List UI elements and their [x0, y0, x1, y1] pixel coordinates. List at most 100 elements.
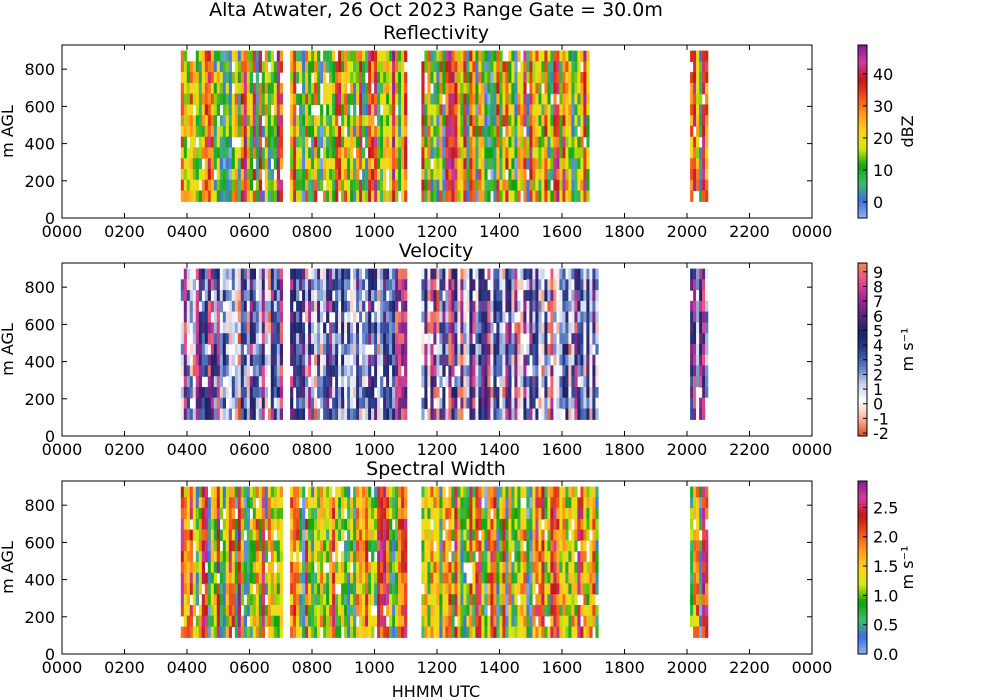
heatmap-cell — [335, 486, 339, 498]
heatmap-cell — [451, 268, 455, 280]
heatmap-cell — [460, 365, 464, 377]
heatmap-cell — [547, 72, 551, 84]
heatmap-cell — [335, 268, 339, 280]
heatmap-cell — [198, 408, 202, 420]
heatmap-cell — [314, 605, 318, 617]
heatmap-cell — [314, 147, 318, 159]
heatmap-cell — [201, 93, 205, 105]
heatmap-cell — [276, 387, 280, 399]
heatmap-cell — [314, 354, 318, 367]
heatmap-cell — [279, 300, 283, 313]
heatmap-cell — [377, 279, 381, 291]
heatmap-cell — [353, 365, 357, 377]
heatmap-cell — [299, 583, 303, 595]
heatmap-cell — [252, 125, 256, 138]
heatmap-cell — [514, 50, 518, 62]
heatmap-cell — [311, 594, 315, 606]
heatmap-cell — [574, 136, 578, 149]
heatmap-cell — [421, 125, 425, 138]
heatmap-cell — [574, 50, 578, 62]
heatmap-cell — [377, 540, 381, 552]
heatmap-cell — [526, 322, 530, 334]
heatmap-cell — [290, 125, 294, 138]
heatmap-cell — [532, 136, 536, 149]
heatmap-cell — [520, 333, 524, 345]
heatmap-cell — [371, 190, 375, 202]
heatmap-cell — [234, 268, 238, 280]
heatmap-cell — [228, 268, 232, 280]
heatmap-cell — [523, 311, 527, 323]
heatmap-cell — [380, 169, 384, 181]
heatmap-cell — [365, 50, 369, 62]
heatmap-cell — [424, 290, 428, 302]
heatmap-cell — [398, 169, 402, 181]
heatmap-cell — [228, 61, 232, 73]
heatmap-cell — [246, 365, 250, 377]
heatmap-cell — [213, 365, 217, 377]
heatmap-cell — [204, 190, 208, 202]
heatmap-cell — [532, 397, 536, 410]
heatmap-cell — [511, 343, 515, 356]
heatmap-cell — [204, 497, 208, 509]
heatmap-cell — [302, 147, 306, 159]
heatmap-cell — [517, 343, 521, 356]
heatmap-cell — [478, 365, 482, 377]
heatmap-cell — [222, 125, 226, 138]
heatmap-cell — [234, 497, 238, 509]
heatmap-cell — [448, 104, 452, 116]
heatmap-cell — [421, 354, 425, 367]
heatmap-cell — [550, 268, 554, 280]
heatmap-cell — [305, 387, 309, 399]
heatmap-cell — [258, 300, 262, 313]
heatmap-cell — [475, 290, 479, 302]
heatmap-cell — [517, 300, 521, 313]
heatmap-cell — [356, 158, 360, 170]
heatmap-cell — [308, 311, 312, 323]
heatmap-cell — [267, 179, 271, 192]
heatmap-cell — [237, 583, 241, 595]
heatmap-cell — [353, 408, 357, 420]
heatmap-cell — [424, 322, 428, 334]
heatmap-cell — [395, 268, 399, 280]
heatmap-cell — [404, 125, 408, 138]
heatmap-cell — [702, 169, 706, 181]
heatmap-cell — [424, 93, 428, 105]
heatmap-cell — [374, 572, 378, 585]
heatmap-cell — [532, 408, 536, 420]
heatmap-cell — [427, 93, 431, 105]
heatmap-cell — [332, 529, 336, 541]
heatmap-cell — [589, 354, 593, 367]
heatmap-cell — [421, 279, 425, 291]
heatmap-cell — [451, 529, 455, 541]
heatmap-cell — [234, 626, 238, 638]
heatmap-cell — [427, 190, 431, 202]
heatmap-cell — [424, 376, 428, 388]
heatmap-cell — [317, 158, 321, 170]
heatmap-cell — [350, 376, 354, 388]
heatmap-cell — [341, 115, 345, 127]
heatmap-cell — [550, 387, 554, 399]
heatmap-cell — [308, 169, 312, 181]
heatmap-cell — [293, 365, 297, 377]
heatmap-cell — [201, 333, 205, 345]
heatmap-cell — [380, 115, 384, 127]
heatmap-cell — [556, 322, 560, 334]
heatmap-cell — [383, 540, 387, 552]
heatmap-cell — [201, 190, 205, 202]
heatmap-cell — [487, 387, 491, 399]
heatmap-cell — [219, 290, 223, 302]
heatmap-cell — [195, 354, 199, 367]
heatmap-cell — [463, 82, 467, 95]
heatmap-cell — [404, 158, 408, 170]
heatmap-cell — [544, 93, 548, 105]
heatmap-cell — [264, 387, 268, 399]
heatmap-cell — [583, 322, 587, 334]
heatmap-cell — [314, 268, 318, 280]
heatmap-cell — [210, 190, 214, 202]
heatmap-cell — [484, 61, 488, 73]
heatmap-cell — [180, 605, 184, 617]
heatmap-cell — [508, 397, 512, 410]
heatmap-cell — [377, 125, 381, 138]
heatmap-cell — [380, 268, 384, 280]
heatmap-cell — [216, 300, 220, 313]
